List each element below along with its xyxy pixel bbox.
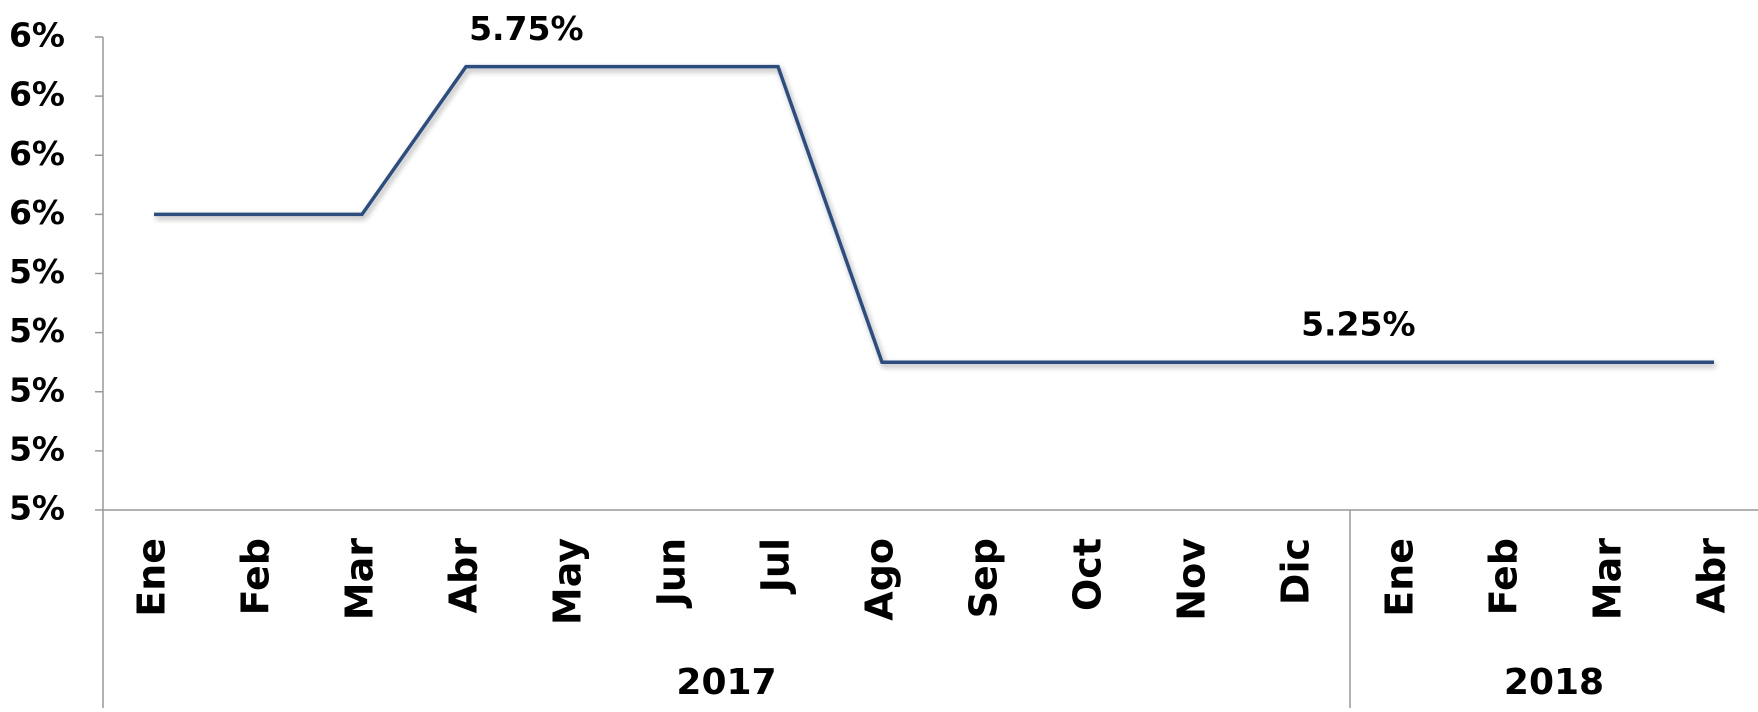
x-tick-label: Ene (1378, 538, 1422, 617)
x-tick-label: Ago (858, 538, 902, 621)
x-tick-label: Ene (130, 538, 174, 617)
y-tick-label: 6% (9, 134, 65, 173)
data-label: 5.75% (469, 9, 584, 48)
x-tick-label: Abr (1690, 538, 1734, 614)
y-tick-label: 6% (9, 193, 65, 232)
y-tick-label: 6% (9, 16, 65, 55)
x-tick-label: Dic (1274, 538, 1318, 605)
x-tick-label: Sep (962, 538, 1006, 618)
y-tick-label: 5% (9, 370, 65, 409)
x-tick-label: Jul (754, 538, 798, 595)
x-tick-label: Feb (234, 538, 278, 615)
data-label: 5.25% (1301, 305, 1416, 344)
line-series (154, 64, 1714, 364)
x-tick-label: Feb (1482, 538, 1526, 615)
x-tick-label: Mar (1586, 538, 1630, 620)
group-label: 2018 (1504, 662, 1604, 703)
group-label: 2017 (676, 662, 776, 703)
y-tick-label: 5% (9, 252, 65, 291)
y-tick-label: 5% (9, 489, 65, 528)
x-tick-label: May (546, 538, 590, 625)
x-tick-label: Jun (650, 538, 694, 609)
y-tick-label: 5% (9, 429, 65, 468)
x-tick-label: Abr (442, 538, 486, 614)
y-tick-label: 6% (9, 75, 65, 114)
x-tick-label: Oct (1066, 538, 1110, 611)
x-tick-label: Mar (338, 538, 382, 620)
x-tick-label: Nov (1170, 538, 1214, 621)
y-tick-label: 5% (9, 311, 65, 350)
